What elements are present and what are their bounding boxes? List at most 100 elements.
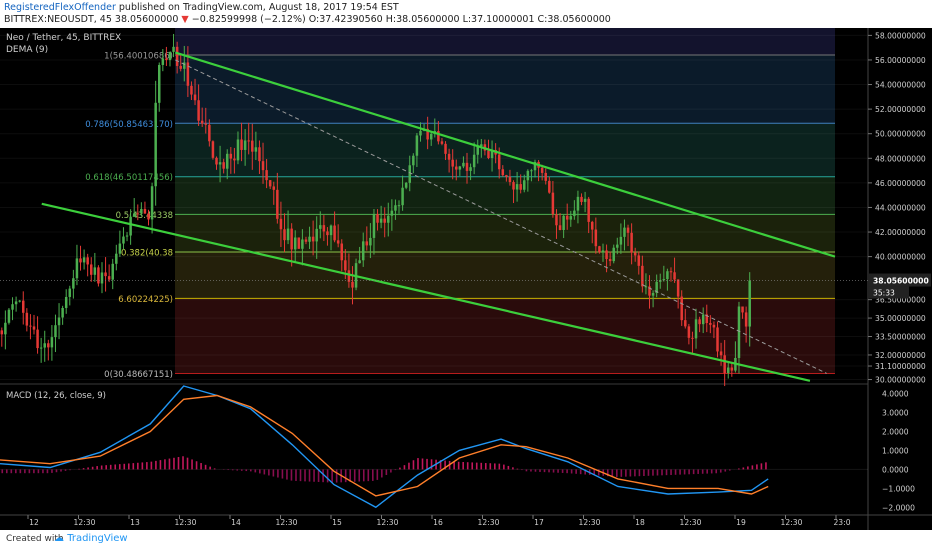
macd-tick-label: 0.0000 [882,465,909,474]
candle-body [333,225,336,241]
candle-body [437,131,440,142]
price-axis[interactable]: 58.00000000 56.00000000 54.00000000 52.0000… [0,28,932,530]
candle-body [680,296,683,321]
candle-body [487,150,490,159]
candle-body [43,343,46,348]
candle-body [147,213,150,220]
candle-body [644,286,648,288]
candle-body [326,231,329,236]
down-arrow-icon: ▼ [181,14,189,25]
candle-body [215,157,218,165]
price-tick-label: 30.00000000 [875,376,926,385]
candle-body [161,58,165,65]
candle-body [633,252,637,256]
candle-body [32,326,36,330]
price-tick-label: 31.10000000 [875,362,926,371]
candle-body [716,327,719,352]
time-tick-label: 12:30 [579,518,601,527]
time-tick-label: 15 [332,518,342,527]
fib-level-label: 0(30.48667151) [104,370,173,380]
trend-channel[interactable] [41,51,836,382]
candle-body [7,309,11,323]
candle-body [272,186,276,190]
candle-body [190,85,193,95]
tradingview-logo[interactable]: ☁ TradingView [54,533,128,544]
candle-body [57,317,61,326]
candle-body [304,239,308,242]
time-axis[interactable]: 12 12:30 13 12:30 14 12:30 15 12:30 16 12:30 17 12:… [0,514,932,527]
channel-midline [175,59,827,374]
fib-band [175,55,835,124]
candle-body [684,320,687,327]
fib-level-label: 0.786(50.85463170) [85,120,173,130]
candle-body [150,186,154,220]
candle-body [419,130,422,136]
candle-body [322,225,326,232]
candle-body [358,260,361,264]
macd-legend: MACD (12, 26, close, 9) [6,391,106,401]
candle-body [0,330,4,335]
candle-body [290,228,293,250]
candle-body [279,218,283,230]
channel-upper-line [175,51,836,258]
chart-canvas[interactable]: 1(56.40010686) 0.786(50.85463170) 0.618(46… [0,28,932,530]
fibonacci-retracement[interactable]: 1(56.40010686) 0.786(50.85463170) 0.618(46… [85,28,835,380]
candle-body [125,235,129,237]
grid [0,34,868,381]
candle-body [462,162,465,167]
candle-body [79,258,82,263]
candle-body [576,196,580,211]
candle-body [698,319,701,325]
candle-body [612,247,615,262]
candle-body [136,213,140,215]
time-tick-label: 12 [29,518,39,527]
author-link[interactable]: RegisteredFlexOffender [4,2,116,13]
candle-body [626,227,630,233]
candle-body [426,128,429,140]
candle-body [351,281,354,288]
candle-body [200,120,204,124]
candle-body [523,180,526,190]
fib-band [175,214,835,252]
last-price: 38.05600000 [114,14,179,25]
time-tick-label: 12:30 [478,518,500,527]
candle-body [340,243,344,261]
macd-tick-label: 3.0000 [882,409,909,418]
candle-body [705,314,709,324]
candle-body [61,307,64,318]
price-tick-label: 32.00000000 [875,351,926,360]
candle-body [519,184,522,190]
candle-body [648,286,651,296]
candle-body [687,326,691,338]
fib-level-label: 0.382(40.38 [121,248,173,258]
candle-body [429,133,433,140]
candle-body [100,272,104,284]
candle-body [11,304,14,310]
candle-body [197,100,200,121]
candle-body [669,271,673,273]
candle-body [311,236,315,242]
candle-body [183,62,186,69]
symbol-line: BITTREX:NEOUSDT, 45 38.05600000 ▼ −0.825… [4,14,611,25]
candle-body [608,259,612,262]
candle-body [515,184,519,190]
candle-body [18,300,21,302]
candle-body [415,135,419,156]
candle-body [573,210,576,217]
candle-body [616,244,619,248]
candle-body [186,62,190,86]
footer: Created with ☁ TradingView [0,530,932,550]
candle-body [268,180,272,187]
candle-body [129,216,132,236]
price-tick-label: 44.00000000 [875,203,926,212]
candle-body [658,280,662,282]
price-tick-label: 40.00000000 [875,253,926,262]
candle-body [701,314,705,325]
candle-body [168,51,172,61]
candle-body [533,161,537,171]
candle-body [673,272,676,280]
legend-indicator: DEMA (9) [6,45,48,55]
candle-body [737,306,741,358]
candle-body [90,264,93,275]
candle-body [64,296,68,308]
